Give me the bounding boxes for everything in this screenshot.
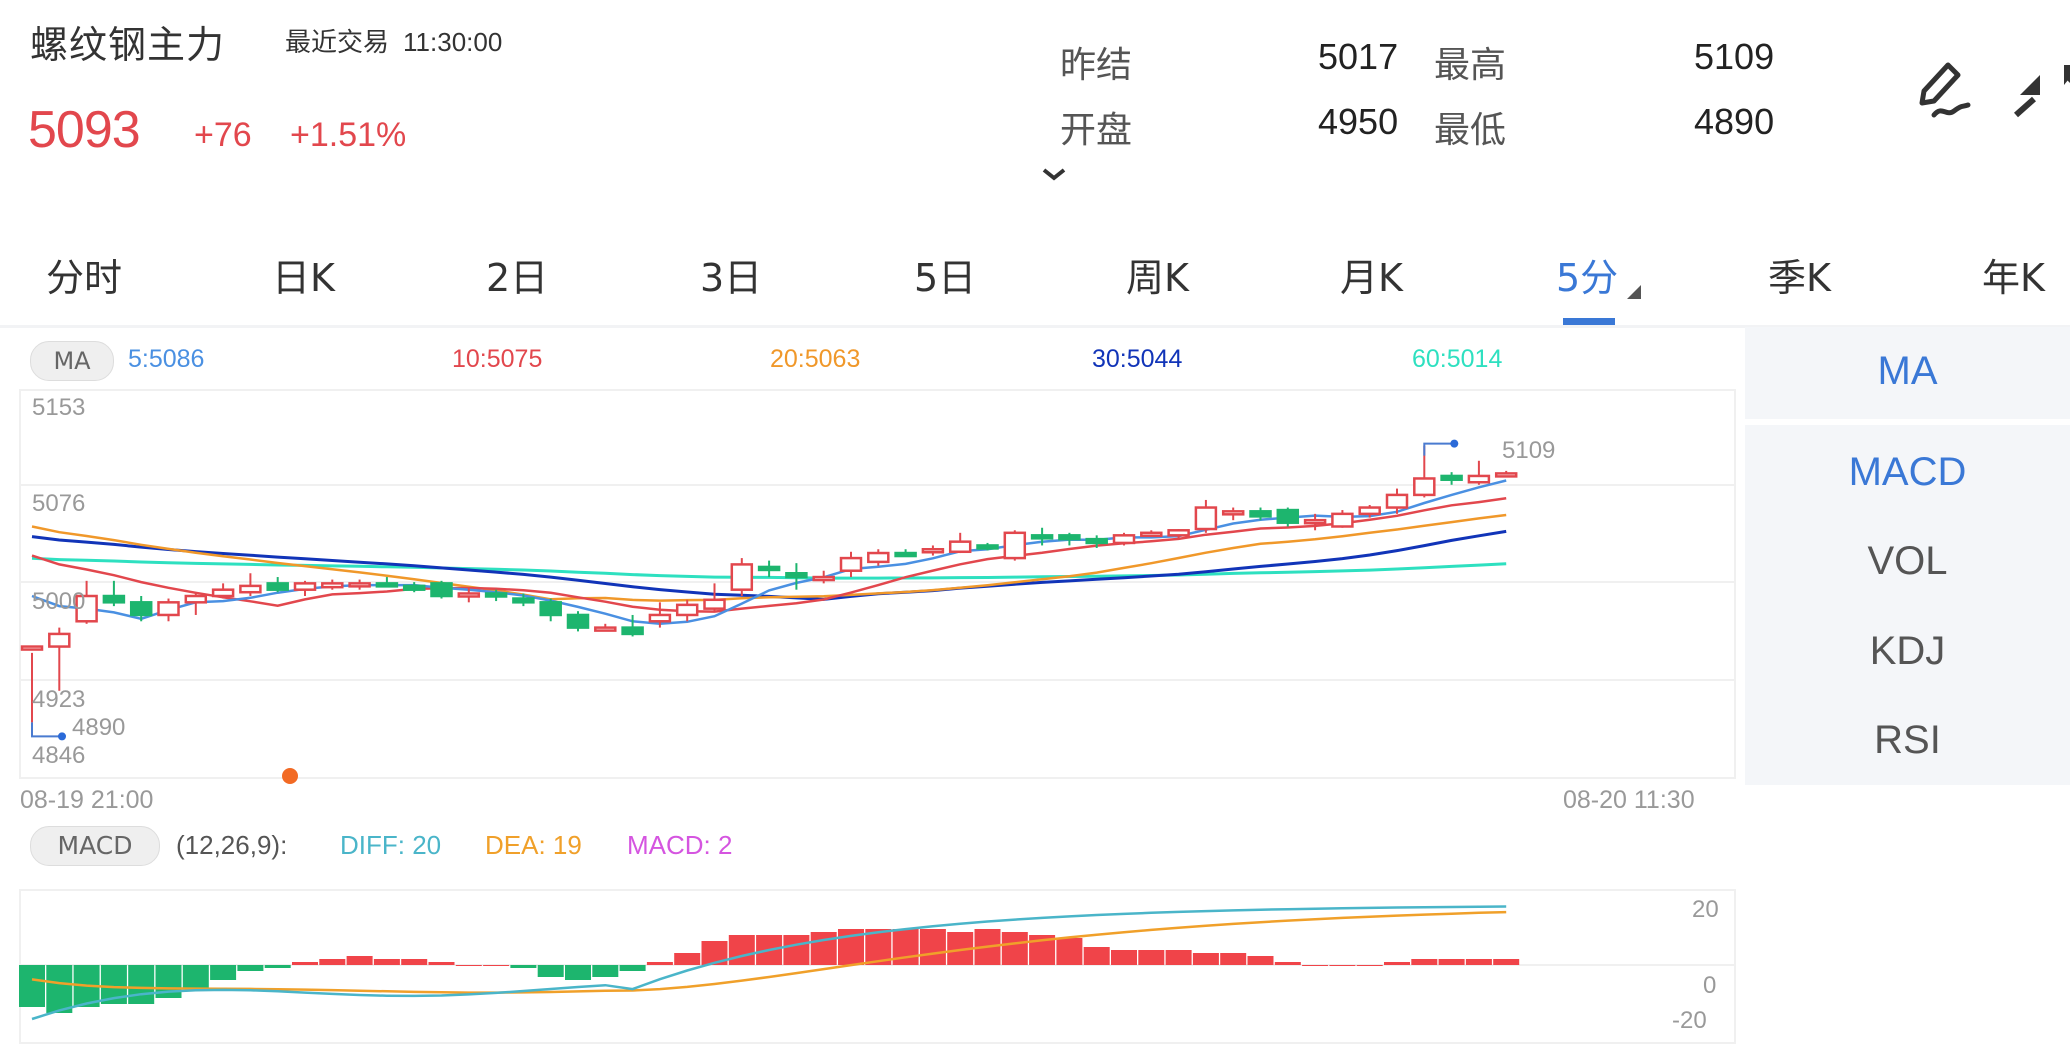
indicator-kdj[interactable]: KDJ (1869, 629, 1946, 673)
price-change: +76 (194, 116, 252, 154)
tab-5day[interactable]: 5日 (914, 256, 977, 300)
dropdown-caret-icon[interactable] (1627, 285, 1641, 299)
high-marker-label: 5109 (1502, 437, 1556, 464)
macd-params: (12,26,9): (176, 830, 288, 860)
tab-weekly-k[interactable]: 周K (1126, 256, 1189, 300)
x-label-end: 08-20 11:30 (1563, 786, 1695, 814)
active-tab-indicator (1563, 318, 1615, 325)
tab-5min[interactable]: 5分 (1556, 256, 1619, 300)
tab-quarterly-k[interactable]: 季K (1768, 256, 1831, 300)
tabs-divider (0, 325, 2070, 328)
y-label-5000: 5000 (32, 588, 86, 615)
tab-2day[interactable]: 2日 (486, 256, 549, 300)
stat-value-prev-settle: 5017 (1318, 36, 1399, 77)
x-label-start: 08-19 21:00 (20, 786, 154, 814)
y-label-4846: 4846 (32, 742, 86, 769)
stat-label-prev-settle: 昨结 (1060, 45, 1133, 86)
last-trade-label: 最近交易 (285, 28, 390, 58)
indicator-macd[interactable]: MACD (1848, 450, 1967, 494)
macd-value: MACD: 2 (627, 830, 733, 860)
indicator-ma[interactable]: MA (1877, 349, 1938, 393)
stat-value-open: 4950 (1318, 101, 1399, 142)
last-price: 5093 (28, 101, 141, 159)
stat-label-high: 最高 (1434, 45, 1507, 86)
stat-label-open: 开盘 (1060, 110, 1133, 151)
ma10-value: 10:5075 (452, 345, 543, 373)
event-marker-dot[interactable] (282, 768, 298, 784)
price-change-pct: +1.51% (290, 116, 407, 154)
macd-badge[interactable]: MACD (30, 826, 160, 866)
collapse-arrows-icon[interactable] (2010, 55, 2070, 125)
stat-label-low: 最低 (1434, 110, 1507, 151)
ma20-value: 20:5063 (770, 345, 861, 373)
instrument-title: 螺纹钢主力 (30, 23, 226, 67)
last-trade-time: 11:30:00 (403, 27, 503, 57)
chevron-down-icon[interactable] (1040, 162, 1068, 190)
ma5-value: 5:5086 (128, 345, 205, 373)
tab-yearly-k[interactable]: 年K (1982, 256, 2045, 300)
tab-3day[interactable]: 3日 (700, 256, 763, 300)
pen-draw-icon[interactable] (1912, 55, 1982, 125)
period-tabs: 分时 日K 2日 3日 5日 周K 月K 5分 季K 年K (0, 235, 2070, 325)
macd-dea: DEA: 19 (485, 830, 582, 860)
y-label-4923: 4923 (32, 686, 86, 713)
stat-value-low: 4890 (1694, 101, 1775, 142)
indicator-rsi[interactable]: RSI (1874, 718, 1941, 762)
macd-y-neg20: -20 (1672, 1007, 1707, 1034)
main-indicator-panel: MA (1745, 327, 2070, 419)
macd-diff: DIFF: 20 (340, 830, 442, 860)
tab-monthly-k[interactable]: 月K (1340, 256, 1403, 300)
low-marker-label: 4890 (72, 714, 126, 741)
tab-daily-k[interactable]: 日K (272, 256, 335, 300)
sub-indicator-panel: MACD VOL KDJ RSI (1745, 425, 2070, 785)
indicator-vol[interactable]: VOL (1867, 539, 1948, 583)
ma60-value: 60:5014 (1412, 345, 1503, 373)
stat-value-high: 5109 (1694, 36, 1775, 77)
ma30-value: 30:5044 (1092, 345, 1183, 373)
ma-badge[interactable]: MA (30, 341, 114, 381)
last-trade: 最近交易 11:30:00 (285, 22, 502, 59)
y-label-5153: 5153 (32, 394, 86, 421)
tab-fenshi[interactable]: 分时 (46, 256, 123, 300)
macd-y-0: 0 (1703, 972, 1717, 999)
macd-y-20: 20 (1692, 896, 1719, 923)
y-label-5076: 5076 (32, 490, 86, 517)
